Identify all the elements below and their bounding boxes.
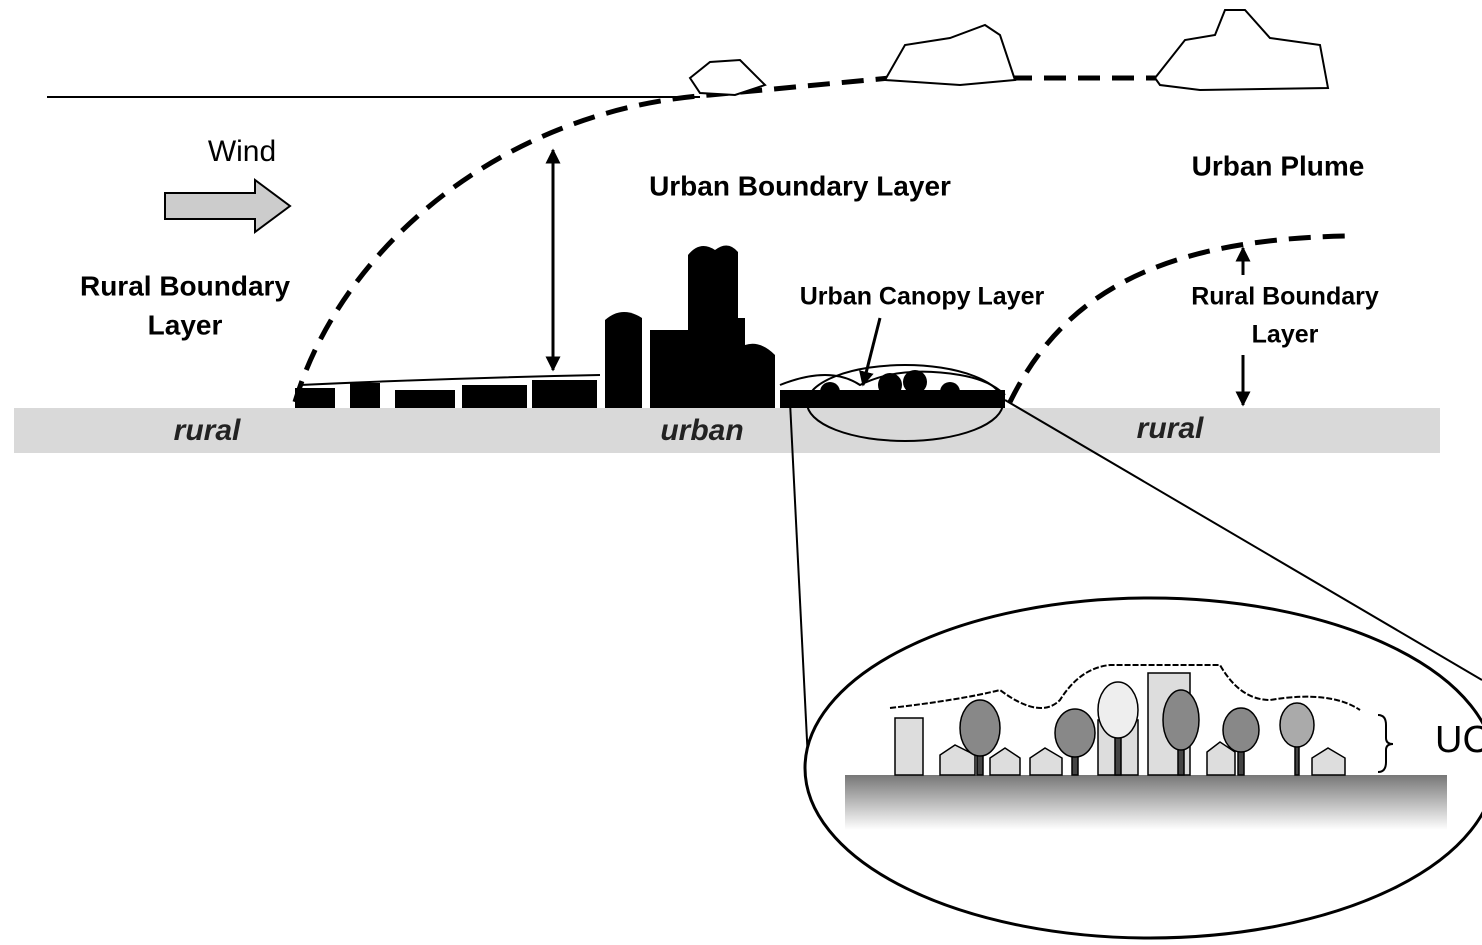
rbl-left-label: Rural Boundary	[80, 270, 290, 301]
wind-label: Wind	[208, 135, 276, 168]
inset-ground	[845, 775, 1447, 830]
wind-arrow	[164, 178, 292, 234]
ground-label: urban	[660, 414, 743, 447]
canopy-line	[299, 370, 1006, 396]
ground	[14, 408, 1440, 453]
inset-trees	[959, 681, 1315, 776]
rbl-left-label: Layer	[148, 309, 223, 340]
inset-ellipse	[803, 596, 1482, 940]
rbl-right-label: Layer	[1252, 321, 1319, 349]
canopy-arrow	[859, 317, 882, 387]
plume-curve	[1007, 233, 1346, 404]
plume-label: Urban Plume	[1192, 150, 1365, 181]
city	[295, 245, 1005, 408]
clouds	[688, 9, 1330, 97]
ground-label: rural	[1137, 412, 1204, 445]
inset-canopy-line	[889, 664, 1361, 711]
rbl-right-label: Rural Boundary	[1191, 283, 1379, 311]
zoom-line	[789, 401, 809, 761]
zoom-line	[1004, 399, 1482, 681]
canopy-ellipse	[806, 364, 1004, 442]
ucl-abbrev: UC	[1435, 719, 1482, 761]
brace	[1377, 714, 1394, 773]
ubl-label: Urban Boundary Layer	[649, 170, 951, 201]
ground-label: rural	[174, 414, 241, 447]
urban-boundary-curve	[292, 75, 1160, 403]
ucl-label: Urban Canopy Layer	[800, 283, 1045, 311]
